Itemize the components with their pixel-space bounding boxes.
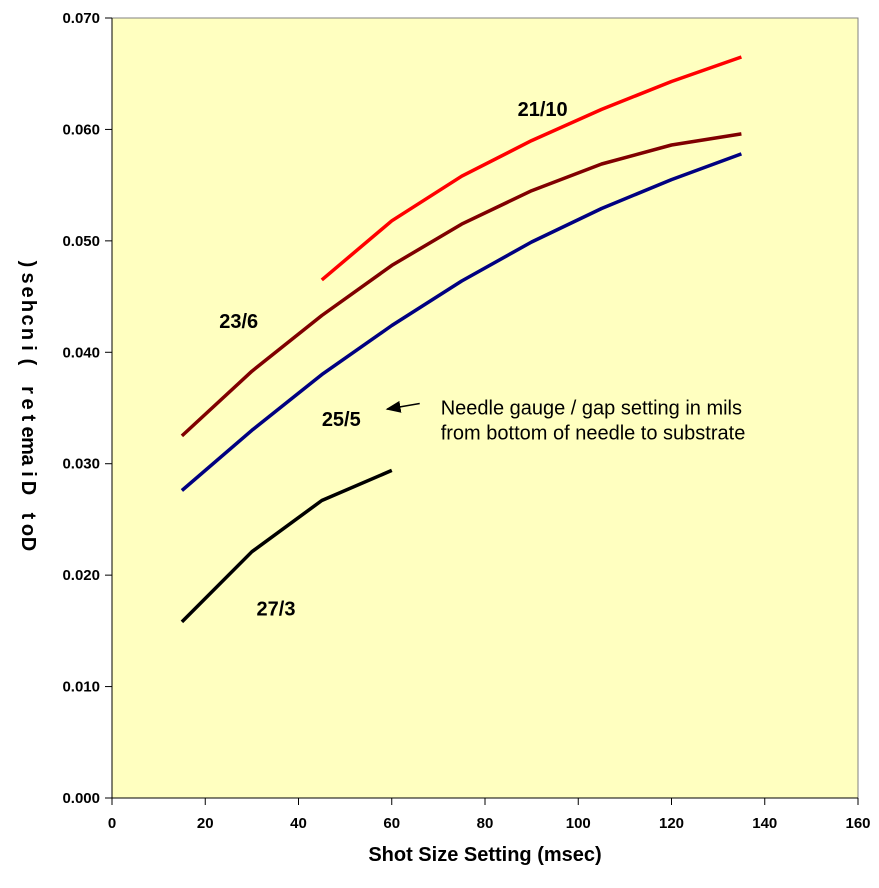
x-tick-label: 140	[752, 815, 777, 832]
y-axis-title-char: a	[17, 454, 39, 466]
y-axis-title-char: r	[17, 386, 39, 394]
series-label: 27/3	[257, 598, 296, 620]
y-axis-title-char: D	[17, 481, 39, 495]
series-line-21-10	[320, 55, 742, 282]
y-axis-title-char: t	[17, 415, 39, 422]
series-label: 23/6	[219, 311, 258, 333]
x-tick-label: 20	[197, 815, 214, 832]
y-axis-title-char: e	[17, 286, 39, 297]
plot-area	[111, 17, 859, 799]
y-axis-title-char: s	[17, 272, 39, 283]
series-labels-layer: 21/10 23/6 25/5 27/3	[219, 99, 567, 620]
x-tick-label: 0	[108, 815, 116, 832]
y-tick-label: 0.050	[62, 233, 100, 250]
x-tick-label: 60	[383, 815, 400, 832]
annotation-arrow	[385, 400, 420, 413]
y-axis-title-char: i	[17, 345, 39, 351]
y-axis-title-char: n	[17, 328, 39, 340]
y-axis-title-char: e	[17, 426, 39, 437]
x-tick-label: 40	[290, 815, 307, 832]
y-axis-title-char: (	[17, 359, 39, 366]
series-line-27-3	[180, 468, 393, 624]
x-tick-label: 120	[659, 815, 684, 832]
axes-layer: 0 20 40 60 80 100 120 140 160 0.000 0.010 0.020 0.03…	[62, 10, 870, 832]
y-tick-label: 0.030	[62, 456, 100, 473]
y-axis-title-char: o	[17, 524, 39, 536]
y-tick-label: 0.060	[62, 121, 100, 138]
y-axis-title-char: c	[17, 314, 39, 325]
y-axis-title-char: D	[17, 537, 39, 551]
y-axis-title-char: )	[17, 261, 39, 268]
y-axis-title-char: e	[17, 398, 39, 409]
y-axis-title-char: i	[17, 471, 39, 477]
x-tick-label: 100	[566, 815, 591, 832]
series-line-23-6	[180, 132, 742, 438]
y-tick-label: 0.070	[62, 10, 100, 27]
x-tick-label: 80	[477, 815, 494, 832]
annotation-line: Needle gauge / gap setting in mils	[441, 398, 742, 420]
annotation-text: Needle gauge / gap setting in mils from …	[441, 398, 748, 445]
y-tick-label: 0.000	[62, 790, 100, 807]
annotation: Needle gauge / gap setting in mils from …	[385, 398, 748, 445]
x-tick-label: 160	[845, 815, 870, 832]
annotation-line: from bottom of needle to substrate	[441, 423, 746, 445]
y-tick-label: 0.020	[62, 567, 100, 584]
y-axis-title-char: t	[17, 513, 39, 520]
series-layer	[180, 55, 743, 624]
y-tick-label: 0.010	[62, 679, 100, 696]
x-axis-title: Shot Size Setting (msec)	[368, 844, 601, 866]
series-label: 21/10	[518, 99, 568, 121]
y-axis-title-char: m	[17, 437, 39, 455]
series-line-25-5	[180, 152, 743, 492]
y-tick-label: 0.040	[62, 344, 100, 361]
series-label: 25/5	[322, 409, 361, 431]
y-axis-title-char: h	[17, 300, 39, 312]
